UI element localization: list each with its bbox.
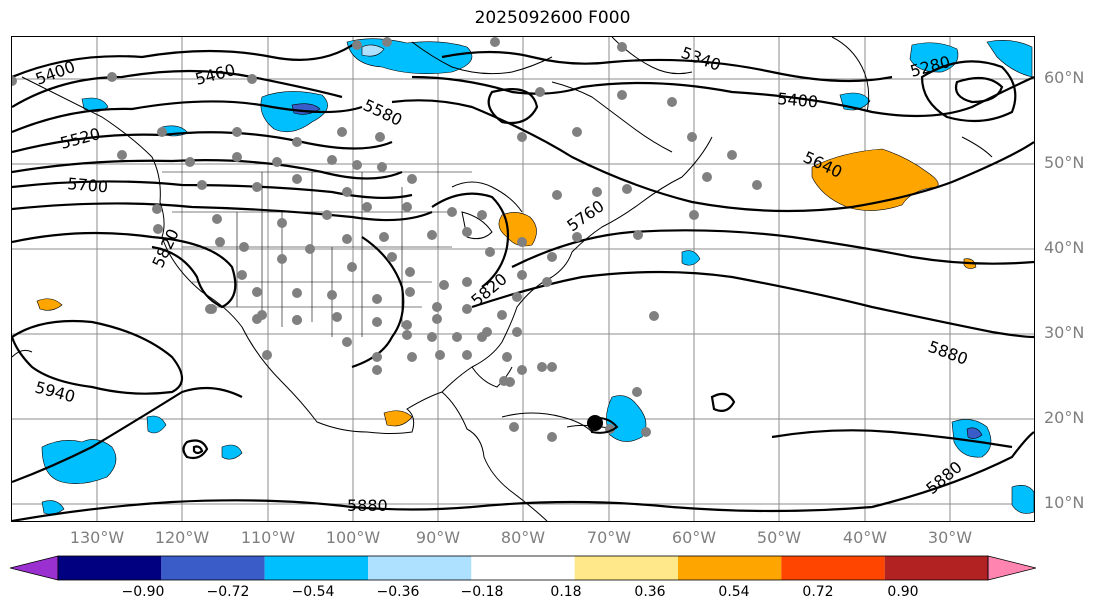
contour-label: 5400 xyxy=(777,89,819,111)
colorbar-tick-label: 0.72 xyxy=(802,584,834,600)
lat-label: 40°N xyxy=(1044,238,1085,257)
lon-label: 100°W xyxy=(325,528,381,547)
map-panel: 5400 5460 5340 5400 5280 5580 5640 5700 … xyxy=(11,36,1035,522)
contour-label: 5340 xyxy=(679,43,724,75)
contour-label: 5820 xyxy=(467,269,510,310)
lat-label: 20°N xyxy=(1044,408,1085,427)
station-markers xyxy=(12,37,762,442)
contour-label: 5880 xyxy=(926,337,971,369)
lon-label: 90°W xyxy=(415,528,461,547)
lon-label: 60°W xyxy=(671,528,717,547)
colorbar-cell xyxy=(471,556,575,580)
colorbar-cell xyxy=(884,556,988,580)
colorbar-cell xyxy=(781,556,885,580)
lon-label: 40°W xyxy=(842,528,888,547)
colorbar-cell xyxy=(368,556,472,580)
contour-label: 5880 xyxy=(922,457,965,498)
colorbar-tick-label: −0.90 xyxy=(121,584,165,600)
contour-label: 5520 xyxy=(58,124,102,153)
lon-label: 80°W xyxy=(500,528,546,547)
height-contours xyxy=(12,41,1034,521)
colorbar-cell xyxy=(58,556,162,580)
colorbar-cell xyxy=(161,556,265,580)
map-title: 2025092600 F000 xyxy=(474,8,631,28)
colorbar-tick-label: −0.72 xyxy=(206,584,250,600)
lon-label: 70°W xyxy=(586,528,632,547)
colorbar-tick-label: −0.54 xyxy=(291,584,335,600)
colorbar-tick-label: 0.36 xyxy=(634,584,666,600)
colorbar-tick-label: 0.54 xyxy=(718,584,750,600)
lon-label: 130°W xyxy=(69,528,125,547)
colorbar-tick-label: 0.90 xyxy=(887,584,919,600)
colorbar-cell xyxy=(574,556,678,580)
lon-label: 110°W xyxy=(240,528,296,547)
coastlines xyxy=(12,37,993,521)
deep-low-marker xyxy=(587,415,619,434)
contour-label: 5760 xyxy=(563,196,607,235)
lat-label: 50°N xyxy=(1044,153,1085,172)
lat-label: 30°N xyxy=(1044,323,1085,342)
state-borders xyxy=(162,171,472,337)
colorbar-tick-label: 0.18 xyxy=(550,584,582,600)
colorbar-cell xyxy=(264,556,368,580)
contour-label: 5700 xyxy=(67,174,109,196)
lon-label: 50°W xyxy=(756,528,802,547)
contour-label-group: 5400 5460 5340 5400 5280 5580 5640 5700 … xyxy=(33,43,971,515)
lon-label: 120°W xyxy=(154,528,210,547)
lat-label: 10°N xyxy=(1044,493,1085,512)
map-canvas: 5400 5460 5340 5400 5280 5580 5640 5700 … xyxy=(12,37,1034,521)
colorbar-extend-high xyxy=(987,555,1036,581)
contour-label: 5940 xyxy=(33,378,77,407)
colorbar-tick-label: −0.18 xyxy=(460,584,504,600)
colorbar-extend-low xyxy=(10,555,59,581)
contour-label: 5880 xyxy=(347,496,388,515)
contour-label: 5460 xyxy=(193,60,237,89)
lon-label: 30°W xyxy=(927,528,973,547)
lat-label: 60°N xyxy=(1044,68,1085,87)
colorbar-tick-label: −0.36 xyxy=(376,584,420,600)
colorbar-outline xyxy=(57,555,989,581)
colorbar-cell xyxy=(678,556,782,580)
shaded-fields xyxy=(36,38,1034,515)
colorbar xyxy=(10,555,1036,581)
